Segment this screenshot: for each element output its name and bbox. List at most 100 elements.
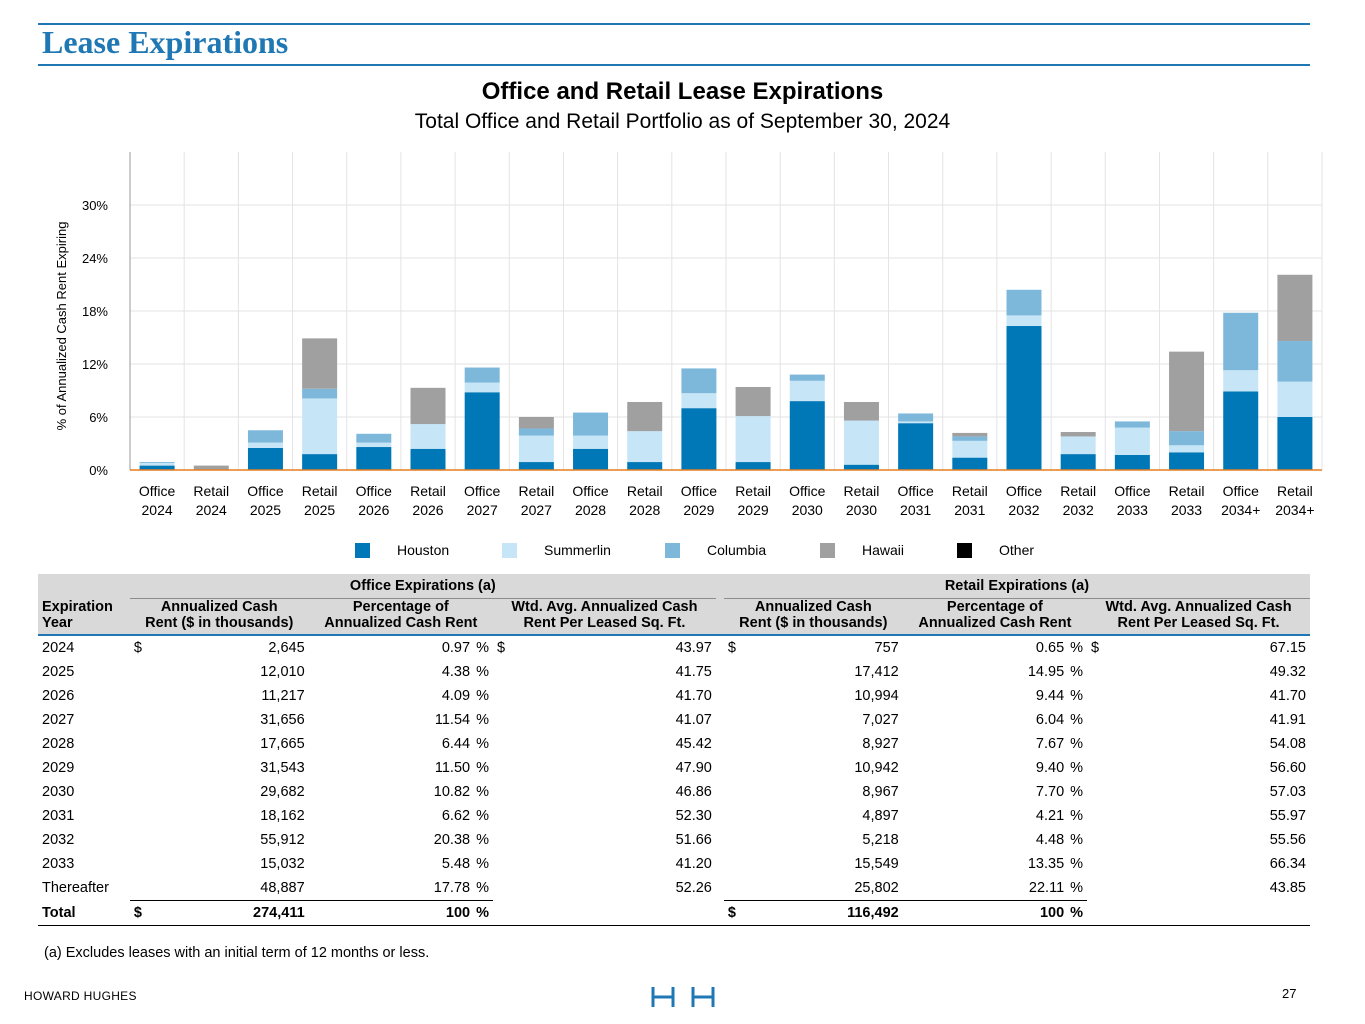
currency-sign	[493, 684, 511, 708]
currency-sign	[1087, 852, 1105, 876]
y-tick-label: 0%	[89, 463, 108, 478]
office-psf-cell: 41.75	[675, 664, 712, 680]
office-pct-cell: 11.54	[434, 712, 471, 728]
x-tick-label: Retail	[1277, 483, 1313, 499]
percent-sign: %	[476, 736, 489, 752]
bar-segment-summerlin	[302, 398, 338, 455]
year-cell: 2024	[42, 640, 75, 656]
x-tick-label: 2025	[250, 502, 281, 518]
retail-pct-header: Percentage of Annualized Cash Rent	[902, 598, 1088, 636]
office-psf-cell: 43.97	[675, 640, 712, 656]
retail-rent-cell: 8,967	[862, 784, 899, 800]
office-pct-cell: 17.78	[433, 880, 471, 896]
office-pct-cell: 0.97	[441, 640, 471, 656]
retail-pct-cell: 4.21	[1035, 808, 1065, 824]
retail-psf-cell: 41.91	[1269, 712, 1306, 728]
group-gap	[715, 635, 724, 660]
currency-sign	[1087, 804, 1105, 828]
retail-rent-cell: 15,549	[854, 856, 899, 872]
table-row: 2028 17,665 6.44% 45.42 8,927 7.67% 54.08	[38, 732, 1310, 756]
currency-sign	[130, 756, 148, 780]
legend-item-columbia: Columbia	[665, 542, 766, 558]
legend-label: Other	[999, 542, 1035, 558]
bar-segment-houston	[1060, 454, 1096, 470]
retail-psf-cell: 66.34	[1269, 856, 1306, 872]
x-tick-label: 2032	[1063, 502, 1094, 518]
bar-segment-hawaii	[193, 465, 229, 470]
chart-title: Office and Retail Lease Expirations	[481, 78, 884, 105]
bar-segment-houston	[464, 392, 500, 470]
bar-segment-summerlin	[952, 440, 988, 458]
legend-item-summerlin: Summerlin	[502, 542, 611, 558]
office-pct-cell: 4.38	[441, 664, 471, 680]
legend-item-hawaii: Hawaii	[820, 542, 904, 558]
office-pct-cell: 5.48	[441, 856, 471, 872]
currency-sign	[1087, 708, 1105, 732]
title-rule	[38, 64, 1310, 66]
percent-sign: %	[1070, 808, 1084, 824]
currency-sign	[724, 780, 742, 804]
x-tick-label: Office	[572, 483, 609, 499]
x-tick-label: 2028	[575, 502, 606, 518]
header-gap	[715, 598, 724, 636]
bar-segment-columbia	[139, 462, 175, 463]
bar-segment-houston	[410, 448, 446, 470]
office-psf-cell: 41.20	[675, 856, 712, 872]
axis-layer: 0% 6% 12% 18% 24% 30% Office 2024 Retail 2024 Offi…	[82, 152, 1322, 518]
currency-sign: $	[727, 640, 736, 656]
bar-segment-hawaii	[1169, 351, 1205, 432]
x-tick-label: 2032	[1008, 502, 1039, 518]
year-cell: 2033	[42, 856, 75, 872]
bar-segment-columbia	[898, 413, 934, 422]
bar-segment-hawaii	[1060, 432, 1096, 437]
x-tick-label: 2027	[521, 502, 552, 518]
retail-pct-cell: 7.70	[1035, 784, 1065, 800]
percent-sign: %	[476, 808, 489, 824]
group-gap	[715, 756, 724, 780]
bar-segment-columbia	[1277, 341, 1313, 382]
group-gap	[715, 780, 724, 804]
office-rent-cell: 11,217	[261, 688, 305, 704]
currency-sign	[130, 828, 148, 852]
total-label: Total	[38, 900, 130, 926]
currency-sign	[1087, 684, 1105, 708]
bar-segment-summerlin	[1277, 381, 1313, 417]
bar-layer	[139, 274, 1313, 470]
office-psf-cell: 47.90	[675, 760, 712, 776]
bar-segment-hawaii	[518, 417, 554, 429]
currency-sign	[493, 708, 511, 732]
retail-total-rent: 116,492	[741, 900, 903, 926]
year-header: Expiration Year	[38, 598, 130, 636]
x-tick-label: Retail	[844, 483, 880, 499]
table-row: 2027 31,656 11.54% 41.07 7,027 6.04% 41.91	[38, 708, 1310, 732]
bar-segment-houston	[1223, 391, 1259, 470]
retail-psf-cell: 67.15	[1269, 640, 1306, 656]
percent-sign: %	[1070, 688, 1084, 704]
x-tick-label: Retail	[518, 483, 554, 499]
lease-expiration-chart: 0% 6% 12% 18% 24% 30% Office 2024 Retail 2024 Offi…	[54, 152, 1323, 518]
retail-psf-cell: 43.85	[1269, 880, 1306, 897]
bar-segment-summerlin	[898, 421, 934, 424]
retail-group-header: Retail Expirations (a)	[723, 574, 1310, 599]
office-rent-cell: 15,032	[260, 856, 305, 872]
percent-sign: %	[476, 712, 489, 728]
year-cell: 2030	[42, 784, 75, 800]
currency-sign	[724, 732, 742, 756]
x-tick-label: Retail	[410, 483, 446, 499]
office-pct-cell: 10.82	[433, 784, 471, 800]
bar-segment-houston	[518, 462, 554, 470]
currency-sign	[1087, 780, 1105, 804]
office-pct-header: Percentage of Annualized Cash Rent	[308, 598, 493, 636]
office-rent-cell: 2,645	[268, 640, 305, 656]
currency-sign	[493, 876, 511, 901]
percent-sign: %	[476, 832, 489, 848]
office-psf-cell: 41.70	[675, 688, 712, 704]
percent-sign: %	[1070, 760, 1084, 776]
retail-rent-cell: 757	[874, 640, 899, 656]
currency-sign	[130, 708, 148, 732]
group-gap	[715, 804, 724, 828]
top-rule	[38, 23, 1310, 25]
retail-rent-cell: 5,218	[862, 832, 899, 848]
legend-swatch	[665, 542, 680, 558]
currency-sign	[130, 660, 148, 684]
